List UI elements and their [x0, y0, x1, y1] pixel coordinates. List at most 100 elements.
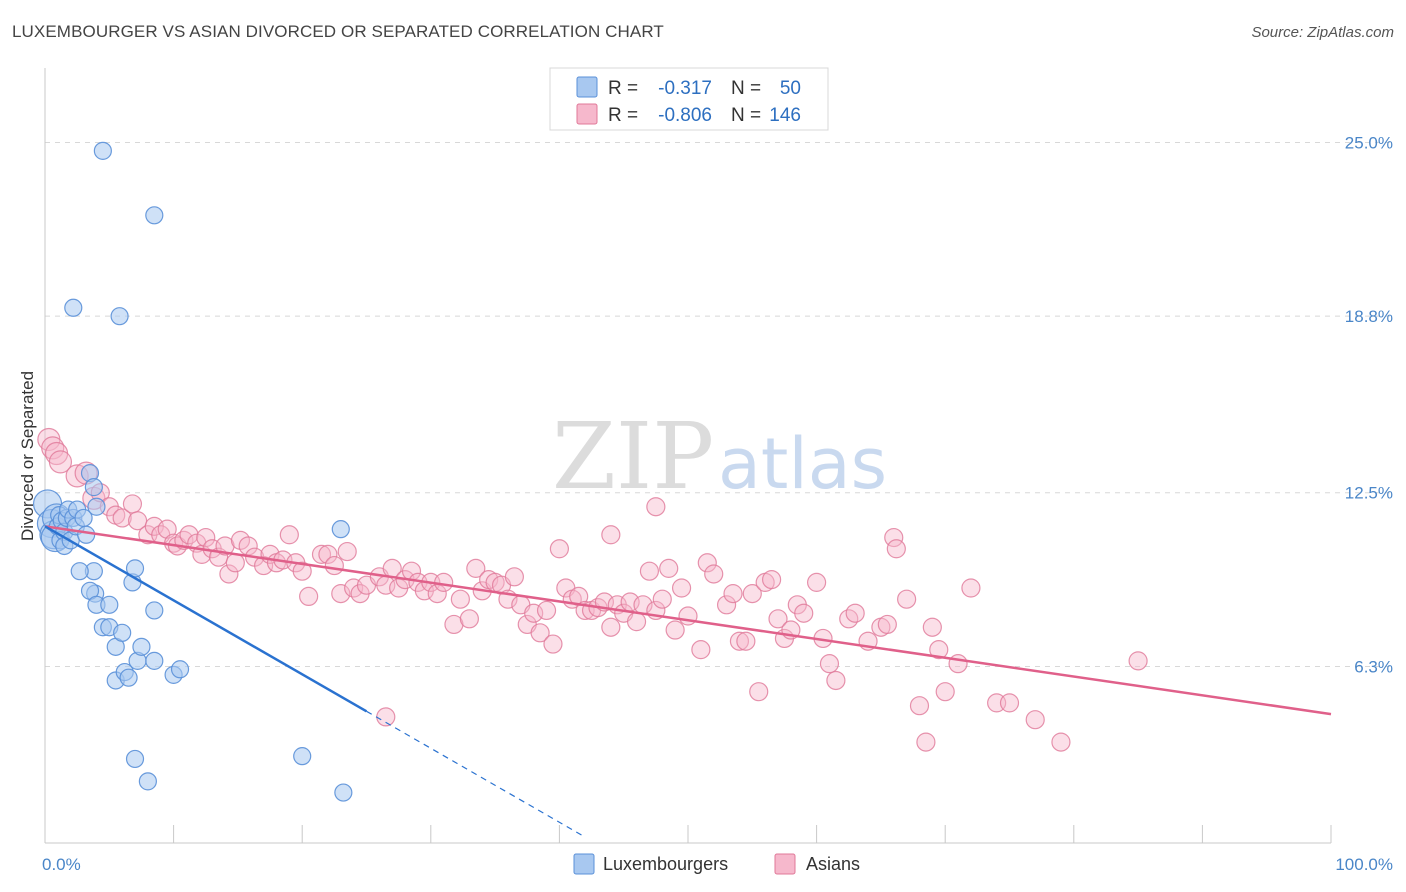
asian-point [337, 541, 357, 562]
luxembourgers-points [32, 141, 353, 802]
legend-r-value: -0.317 [658, 78, 712, 99]
luxembourger-point [100, 595, 119, 614]
asian-point [549, 539, 570, 559]
luxembourger-point [145, 601, 164, 620]
luxembourger-point [93, 141, 112, 160]
asian-point [749, 682, 769, 702]
asian-point [916, 732, 936, 752]
asian-point [742, 584, 762, 604]
asian-point [806, 572, 827, 592]
asian-point [1025, 710, 1045, 730]
luxembourger-point [145, 651, 164, 670]
asian-point [659, 558, 679, 578]
luxembourger-point [87, 497, 106, 516]
asian-point [671, 578, 692, 598]
x-tick-label: 0.0% [42, 855, 81, 874]
asian-point [929, 640, 949, 660]
asian-point [794, 603, 814, 623]
asian-point [935, 682, 955, 702]
asian-point [886, 539, 906, 559]
asian-point [761, 569, 782, 590]
asian-point [691, 640, 711, 660]
source-label: Source: ZipAtlas.com [1251, 24, 1394, 41]
trend-lines [44, 525, 1332, 838]
asian-point [626, 612, 647, 632]
asian-point [646, 497, 666, 517]
luxembourger-point [113, 623, 132, 642]
luxembourger-point [77, 525, 96, 544]
luxembourger-point [132, 637, 151, 656]
luxembourger-point [334, 783, 353, 802]
asian-point [450, 589, 470, 609]
asian-point [884, 527, 904, 548]
y-tick-label: 18.8% [1345, 307, 1393, 326]
asian-point [723, 584, 743, 604]
asian-point [826, 670, 846, 691]
asian-point [1128, 651, 1148, 671]
asian-point [536, 600, 557, 621]
asian-point [225, 553, 245, 573]
asian-point [1051, 732, 1071, 752]
asian-point [704, 564, 724, 584]
asian-point [729, 631, 750, 651]
series-legend: Luxembourgers Asians [573, 853, 860, 875]
asian-point [292, 561, 312, 581]
asians-trend-line [44, 525, 1332, 716]
asian-point [768, 609, 788, 629]
asian-point [324, 555, 344, 576]
legend-r-label: R = [608, 105, 638, 126]
series-label-luxembourgers: Luxembourgers [603, 854, 728, 874]
asian-point [601, 617, 621, 637]
asian-point [530, 623, 550, 643]
asian-point [48, 450, 73, 474]
luxembourger-point [70, 562, 89, 581]
x-tick-label: 100.0% [1335, 855, 1393, 874]
asian-point [543, 634, 563, 654]
stats-legend: R = -0.317 N = 50 R = -0.806 N = 146 [549, 67, 829, 131]
y-axis-title: Divorced or Separated [18, 371, 37, 541]
asian-point [819, 654, 840, 674]
watermark-atlas: atlas [718, 423, 887, 505]
legend-n-value: 146 [769, 105, 801, 126]
asian-point [665, 620, 685, 640]
legend-n-label: N = [731, 105, 761, 126]
asian-point [948, 654, 968, 674]
legend-r-value: -0.806 [658, 105, 712, 126]
watermark-zip: ZIP [552, 403, 714, 510]
grid [45, 141, 1391, 667]
legend-r-label: R = [608, 78, 638, 99]
asian-point [909, 696, 930, 716]
luxembourger-point [170, 660, 190, 679]
asian-point [459, 609, 479, 629]
asian-point [922, 617, 942, 637]
luxembourger-point [331, 520, 350, 539]
luxembourger-point [119, 668, 138, 687]
asian-point [961, 578, 981, 598]
asian-point [601, 525, 621, 545]
asian-point [219, 564, 239, 584]
asian-point [466, 558, 486, 578]
luxembourger-point [138, 772, 157, 791]
chart-title: LUXEMBOURGER VS ASIAN DIVORCED OR SEPARA… [12, 22, 664, 41]
x-tick-labels: 0.0% 100.0% [42, 855, 1393, 874]
legend-swatch-luxembourgers [576, 76, 598, 98]
asian-point [279, 525, 299, 545]
asian-point [122, 494, 143, 514]
legend-n-label: N = [731, 78, 761, 99]
y-tick-label: 12.5% [1345, 484, 1393, 503]
asian-point [652, 589, 672, 609]
asian-point [845, 603, 865, 623]
asian-point [157, 519, 177, 539]
asian-point [716, 595, 737, 615]
luxembourger-point [64, 298, 83, 317]
luxembourger-point [125, 749, 145, 769]
y-tick-label: 6.3% [1354, 657, 1393, 676]
asian-point [736, 631, 756, 651]
legend-n-value: 50 [780, 78, 801, 99]
luxembourger-point [293, 747, 312, 766]
asian-point [697, 553, 717, 573]
asian-point [299, 586, 319, 607]
luxembourger-point [145, 206, 164, 225]
y-tick-label: 25.0% [1345, 133, 1393, 152]
